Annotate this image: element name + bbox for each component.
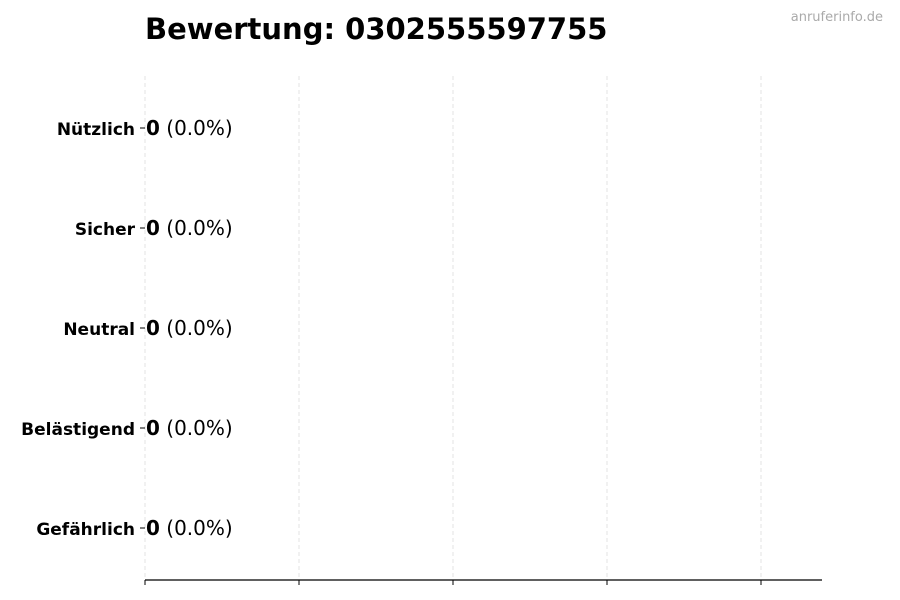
count-label: 0 xyxy=(146,516,160,540)
percent-label: (0.0%) xyxy=(160,416,233,440)
data-label: 0 (0.0%) xyxy=(146,316,233,340)
data-label: 0 (0.0%) xyxy=(146,216,233,240)
percent-label: (0.0%) xyxy=(160,116,233,140)
watermark: anruferinfo.de xyxy=(790,10,883,25)
category-label: Neutral xyxy=(63,320,135,340)
count-label: 0 xyxy=(146,116,160,140)
count-label: 0 xyxy=(146,316,160,340)
category-label: Nützlich xyxy=(57,120,135,140)
data-label: 0 (0.0%) xyxy=(146,516,233,540)
data-label: 0 (0.0%) xyxy=(146,116,233,140)
category-label: Gefährlich xyxy=(36,520,135,540)
data-label: 0 (0.0%) xyxy=(146,416,233,440)
category-label: Belästigend xyxy=(21,420,135,440)
percent-label: (0.0%) xyxy=(160,516,233,540)
category-label: Sicher xyxy=(75,220,136,240)
percent-label: (0.0%) xyxy=(160,316,233,340)
chart-title: Bewertung: 0302555597755 xyxy=(145,12,608,46)
percent-label: (0.0%) xyxy=(160,216,233,240)
count-label: 0 xyxy=(146,416,160,440)
count-label: 0 xyxy=(146,216,160,240)
